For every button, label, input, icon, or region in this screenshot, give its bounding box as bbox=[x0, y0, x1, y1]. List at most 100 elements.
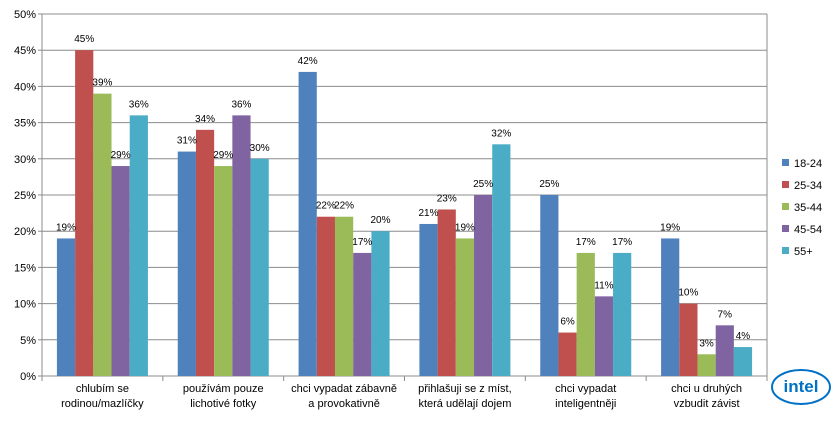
data-label: 29% bbox=[213, 150, 233, 161]
data-label: 31% bbox=[177, 136, 197, 147]
data-label: 22% bbox=[334, 201, 354, 212]
bar bbox=[661, 238, 680, 376]
bar bbox=[93, 93, 112, 376]
bar bbox=[419, 223, 438, 376]
data-label: 7% bbox=[718, 309, 733, 320]
legend-label: 45-54 bbox=[794, 224, 822, 236]
bar bbox=[214, 166, 233, 376]
data-label: 4% bbox=[736, 331, 751, 342]
bar bbox=[576, 252, 595, 376]
data-label: 36% bbox=[129, 99, 149, 110]
axes: 0% 5% 10% 15% 20% 25% 30% 35% 40% 45% 50% bbox=[14, 9, 768, 383]
bar bbox=[334, 216, 354, 376]
data-label: 32% bbox=[491, 128, 511, 139]
bar bbox=[679, 303, 698, 376]
legend-swatch bbox=[782, 181, 789, 188]
bar bbox=[697, 354, 716, 376]
bar bbox=[558, 332, 577, 376]
data-label: 20% bbox=[370, 215, 390, 226]
legend-swatch bbox=[782, 159, 789, 166]
category-label: rodinou/mazlíčky bbox=[61, 398, 144, 410]
bar bbox=[474, 195, 493, 376]
category-label: chlubím se bbox=[76, 383, 129, 395]
bar bbox=[437, 209, 456, 376]
data-label: 45% bbox=[74, 34, 94, 45]
data-labels: 19% 31% 42% 21% 25% 19% 45% 34% 22% 23% 6% 10% 39% 29… bbox=[56, 34, 750, 349]
bar bbox=[177, 151, 196, 376]
y-tick-label: 50% bbox=[14, 9, 36, 21]
bar bbox=[353, 252, 372, 376]
data-label: 30% bbox=[250, 143, 270, 154]
bar bbox=[540, 195, 559, 376]
y-tick-label: 35% bbox=[14, 118, 36, 130]
data-label: 25% bbox=[473, 179, 493, 190]
y-tick-label: 45% bbox=[14, 45, 36, 57]
category-label: přihlašuji se z míst, bbox=[418, 383, 512, 395]
category-label: chci vypadat bbox=[555, 383, 616, 395]
category-label: lichotivé fotky bbox=[190, 398, 257, 410]
bar bbox=[371, 231, 390, 376]
bar bbox=[129, 115, 148, 377]
data-label: 22% bbox=[316, 201, 336, 212]
y-tick-label: 15% bbox=[14, 262, 36, 274]
data-label: 25% bbox=[539, 179, 559, 190]
data-label: 10% bbox=[678, 288, 698, 299]
data-label: 17% bbox=[576, 237, 596, 248]
category-label: inteligentněji bbox=[555, 398, 616, 410]
category-label: chci u druhých bbox=[671, 383, 742, 395]
y-tick-label: 5% bbox=[20, 335, 36, 347]
bar bbox=[195, 129, 215, 376]
bar bbox=[715, 325, 734, 376]
data-label: 21% bbox=[419, 208, 439, 219]
data-label: 19% bbox=[660, 222, 680, 233]
y-tick-label: 40% bbox=[14, 81, 36, 93]
category-labels: chlubím se rodinou/mazlíčky používám pouze… bbox=[61, 383, 742, 410]
bar bbox=[56, 238, 76, 376]
gridlines bbox=[42, 13, 767, 377]
category-label: a provokativně bbox=[308, 398, 380, 410]
y-tick-label: 25% bbox=[14, 190, 36, 202]
data-label: 29% bbox=[111, 150, 131, 161]
category-label: vzbudit závist bbox=[674, 398, 740, 410]
legend-label: 35-44 bbox=[794, 202, 822, 214]
y-tick-label: 0% bbox=[20, 371, 36, 383]
bars bbox=[56, 50, 753, 377]
legend-label: 25-34 bbox=[794, 180, 822, 192]
data-label: 42% bbox=[298, 56, 318, 67]
legend-swatch bbox=[782, 203, 789, 210]
intel-logo: intel bbox=[771, 369, 831, 405]
data-label: 3% bbox=[699, 338, 714, 349]
legend-swatch bbox=[782, 225, 789, 232]
y-tick-label: 10% bbox=[14, 299, 36, 311]
bar bbox=[594, 296, 614, 376]
y-tick-label: 20% bbox=[14, 226, 36, 238]
data-label: 39% bbox=[92, 78, 112, 89]
legend: 18-24 25-34 35-44 45-54 55+ bbox=[782, 158, 822, 258]
bar bbox=[455, 238, 475, 376]
data-label: 17% bbox=[352, 237, 372, 248]
bar bbox=[250, 158, 269, 376]
legend-swatch bbox=[782, 247, 789, 254]
category-label: chci vypadat zábavně bbox=[291, 383, 397, 395]
bar bbox=[492, 144, 511, 376]
bar bbox=[316, 216, 335, 376]
bar bbox=[613, 252, 632, 376]
data-label: 34% bbox=[195, 114, 215, 125]
bar bbox=[298, 71, 317, 377]
data-label: 23% bbox=[437, 193, 457, 204]
category-label: používám pouze bbox=[183, 383, 264, 395]
legend-label: 18-24 bbox=[794, 158, 822, 170]
logo-text: intel bbox=[784, 377, 819, 396]
data-label: 17% bbox=[612, 237, 632, 248]
bar bbox=[75, 50, 94, 376]
legend-label: 55+ bbox=[794, 246, 813, 258]
data-label: 36% bbox=[231, 99, 251, 110]
bar bbox=[733, 347, 753, 376]
category-label: která udělají dojem bbox=[418, 398, 511, 410]
data-label: 11% bbox=[594, 280, 613, 291]
bar bbox=[111, 166, 130, 376]
logo-swoosh bbox=[771, 369, 831, 405]
bar bbox=[232, 115, 251, 377]
